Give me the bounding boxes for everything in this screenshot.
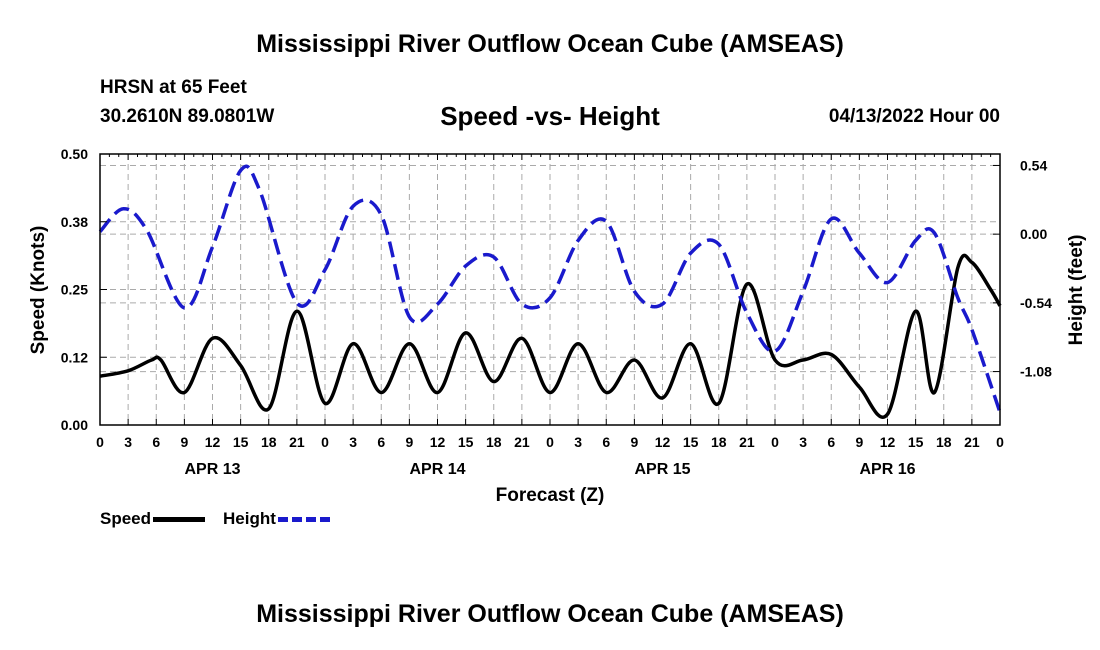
x-tick-label: 6 (827, 434, 835, 450)
x-tick-label: 9 (630, 434, 638, 450)
day-label: APR 13 (184, 461, 240, 478)
y-right-tick-label: 0.00 (1020, 226, 1047, 242)
x-tick-label: 9 (405, 434, 413, 450)
y-axis-right-title: Height (feet) (1066, 235, 1087, 346)
x-tick-label: 12 (655, 434, 671, 450)
footer-title: Mississippi River Outflow Ocean Cube (AM… (256, 600, 844, 628)
x-tick-label: 0 (321, 434, 329, 450)
x-axis-title: Forecast (Z) (496, 485, 605, 506)
x-tick-label: 21 (289, 434, 305, 450)
x-tick-label: 15 (683, 434, 699, 450)
legend-speed: Speed (100, 509, 206, 529)
x-tick-label: 21 (964, 434, 980, 450)
speed-series-line (99, 253, 1002, 419)
x-tick-label: 15 (908, 434, 924, 450)
chart-title: Mississippi River Outflow Ocean Cube (AM… (256, 30, 844, 58)
x-tick-label: 3 (124, 434, 132, 450)
y-right-tick-label: 0.54 (1020, 157, 1047, 173)
series-layer (98, 164, 1002, 419)
x-tick-label: 18 (936, 434, 952, 450)
x-tick-label: 6 (152, 434, 160, 450)
grid (100, 154, 1000, 425)
x-tick-label: 21 (514, 434, 530, 450)
y-right-tick-label: -0.54 (1020, 295, 1052, 311)
legend: Speed Height (100, 509, 348, 529)
x-tick-label: 0 (546, 434, 554, 450)
day-label: APR 14 (409, 461, 465, 478)
y-right-tick-label: -1.08 (1020, 364, 1052, 380)
speed-height-chart: 0 3 6 9 12 15 18 21 0 3 6 9 12 15 18 21 0 3 6 9 12 15 18 21 0 3 6 9… (28, 146, 1087, 506)
x-tick-label: 0 (96, 434, 104, 450)
x-tick-label: 3 (349, 434, 357, 450)
legend-height: Height (223, 509, 330, 529)
legend-height-label: Height (223, 509, 276, 528)
x-tick-label: 6 (377, 434, 385, 450)
station-coordinates: 30.2610N 89.0801W (100, 106, 275, 127)
x-tick-label: 12 (880, 434, 896, 450)
x-tick-label: 21 (739, 434, 755, 450)
x-tick-label: 6 (602, 434, 610, 450)
x-tick-label: 12 (205, 434, 221, 450)
y-axis-left-title: Speed (Knots) (28, 226, 49, 355)
legend-speed-label: Speed (100, 509, 152, 528)
x-tick-label: 9 (180, 434, 188, 450)
x-tick-label: 15 (458, 434, 474, 450)
station-name: HRSN at 65 Feet (100, 77, 247, 98)
x-tick-label: 18 (486, 434, 502, 450)
y-left-tick-label: 0.38 (61, 214, 88, 230)
x-tick-label: 0 (996, 434, 1004, 450)
x-tick-label: 18 (711, 434, 727, 450)
x-tick-label: 3 (799, 434, 807, 450)
chart-subtitle: Speed -vs- Height (440, 101, 660, 131)
day-label: APR 15 (634, 461, 690, 478)
x-tick-label: 12 (430, 434, 446, 450)
x-tick-label: 3 (574, 434, 582, 450)
height-series-line (98, 164, 1002, 413)
axes: 0 3 6 9 12 15 18 21 0 3 6 9 12 15 18 21 0 3 6 9 12 15 18 21 0 3 6 9… (61, 146, 1052, 478)
x-tick-label: 9 (855, 434, 863, 450)
x-tick-label: 0 (771, 434, 779, 450)
day-label: APR 16 (859, 461, 915, 478)
y-left-tick-label: 0.12 (61, 349, 88, 365)
y-left-tick-label: 0.00 (61, 417, 88, 433)
legend-speed-swatch (153, 516, 206, 522)
x-tick-label: 15 (233, 434, 249, 450)
legend-height-swatch (277, 516, 330, 522)
y-left-tick-label: 0.25 (61, 282, 88, 298)
x-tick-label: 18 (261, 434, 277, 450)
forecast-date: 04/13/2022 Hour 00 (828, 106, 1000, 127)
y-left-tick-label: 0.50 (61, 146, 88, 162)
